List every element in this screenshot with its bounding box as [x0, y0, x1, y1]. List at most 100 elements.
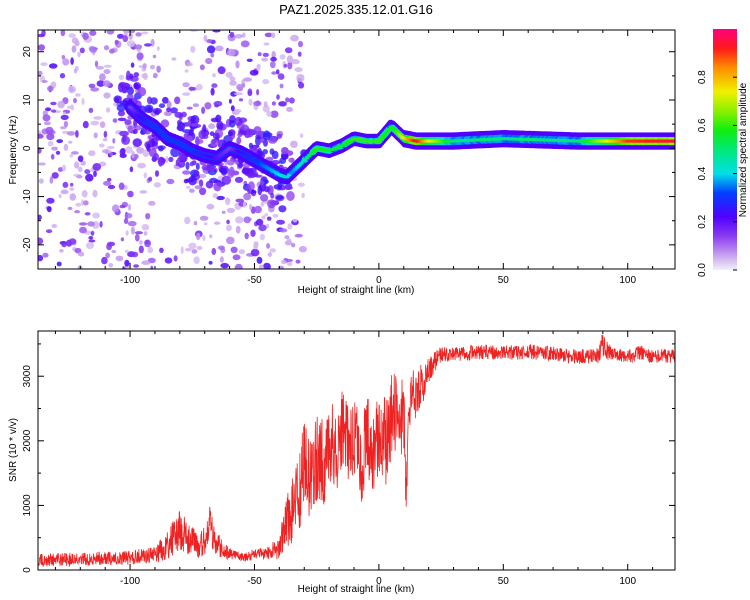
- ridge-scatter: [270, 192, 275, 199]
- noise-blob: [249, 203, 253, 211]
- ridge-scatter: [252, 146, 258, 151]
- noise-blob: [102, 80, 111, 87]
- noise-blob: [106, 177, 112, 182]
- ridge-scatter: [257, 185, 263, 196]
- ridge-scatter: [275, 195, 284, 200]
- noise-blob: [134, 233, 140, 242]
- noise-blob: [69, 154, 74, 158]
- noise-blob: [270, 61, 276, 69]
- noise-blob: [59, 249, 64, 253]
- ridge-scatter: [182, 170, 191, 175]
- noise-blob: [84, 169, 91, 175]
- noise-blob: [280, 259, 287, 265]
- noise-blob: [269, 248, 276, 253]
- ridge-scatter: [247, 181, 255, 191]
- noise-blob: [60, 30, 66, 37]
- noise-blob: [131, 251, 139, 258]
- noise-blob: [267, 252, 272, 257]
- noise-blob: [208, 260, 213, 265]
- spectrogram-xtick-label: -100: [120, 275, 140, 286]
- ridge-scatter: [212, 132, 220, 140]
- noise-blob: [218, 245, 225, 251]
- noise-blob: [88, 236, 94, 240]
- noise-blob: [143, 231, 148, 236]
- noise-blob: [67, 206, 73, 211]
- ridge-scatter: [255, 136, 261, 146]
- noise-blob: [266, 110, 272, 117]
- ridge-scatter: [234, 176, 244, 183]
- noise-blob: [129, 166, 134, 173]
- noise-blob: [124, 249, 129, 254]
- ridge-scatter: [158, 145, 164, 152]
- colorbar-tick-label: 0.0: [697, 263, 708, 277]
- noise-blob: [276, 219, 285, 225]
- ridge-scatter: [216, 120, 224, 131]
- colorbar-tick-label: 0.8: [697, 70, 708, 84]
- ridge-scatter: [201, 164, 211, 171]
- noise-blob: [87, 221, 95, 227]
- noise-blob: [55, 150, 61, 155]
- noise-blob: [103, 45, 110, 51]
- ridge-scatter: [132, 138, 142, 147]
- ridge-scatter: [154, 109, 160, 116]
- noise-blob: [74, 161, 80, 169]
- noise-blob: [213, 221, 221, 225]
- noise-blob: [185, 248, 192, 252]
- noise-blob: [96, 80, 105, 87]
- noise-blob: [256, 89, 260, 96]
- noise-blob: [163, 110, 172, 117]
- noise-blob: [205, 57, 213, 65]
- noise-blob: [38, 44, 45, 51]
- noise-blob: [93, 116, 103, 120]
- noise-blob: [257, 52, 262, 57]
- noise-blob: [148, 200, 156, 206]
- noise-blob: [217, 66, 226, 75]
- noise-blob: [263, 42, 270, 46]
- noise-blob: [139, 190, 148, 194]
- noise-blob: [73, 97, 77, 104]
- noise-blob: [127, 220, 137, 227]
- noise-blob: [184, 69, 189, 73]
- noise-blob: [226, 207, 236, 214]
- noise-blob: [81, 97, 85, 106]
- noise-blob: [182, 92, 191, 96]
- noise-blob: [63, 144, 67, 151]
- noise-blob: [196, 245, 203, 251]
- ridge-scatter: [286, 191, 295, 201]
- noise-blob: [212, 73, 216, 78]
- ridge-core: [386, 127, 392, 132]
- snr-ytick-label: 3000: [22, 365, 33, 388]
- noise-blob: [284, 47, 293, 54]
- noise-blob: [60, 114, 69, 121]
- noise-blob: [71, 45, 77, 53]
- noise-blob: [99, 73, 106, 81]
- noise-blob: [61, 240, 67, 248]
- noise-blob: [271, 101, 276, 106]
- noise-blob: [70, 182, 74, 187]
- noise-blob: [103, 69, 111, 75]
- noise-blob: [243, 77, 253, 82]
- ridge-scatter: [237, 132, 243, 138]
- noise-blob: [46, 133, 55, 141]
- noise-blob: [236, 83, 243, 91]
- noise-blob: [61, 55, 66, 60]
- noise-blob: [80, 199, 85, 206]
- ridge-scatter: [158, 158, 163, 167]
- noise-blob: [78, 222, 88, 226]
- noise-blob: [70, 104, 75, 111]
- noise-blob: [77, 51, 81, 58]
- noise-blob: [144, 43, 152, 47]
- spectrogram-xlabel: Height of straight line (km): [298, 285, 415, 296]
- noise-blob: [230, 105, 235, 112]
- ridge-scatter: [124, 119, 132, 125]
- ridge-scatter: [281, 153, 289, 160]
- noise-blob: [292, 218, 298, 223]
- snr-xtick-label: -50: [247, 576, 262, 587]
- noise-blob: [99, 121, 106, 128]
- noise-blob: [184, 216, 191, 225]
- noise-blob: [276, 94, 280, 100]
- noise-blob: [225, 197, 230, 203]
- ridge-scatter: [250, 189, 257, 197]
- ridge-scatter: [267, 199, 276, 209]
